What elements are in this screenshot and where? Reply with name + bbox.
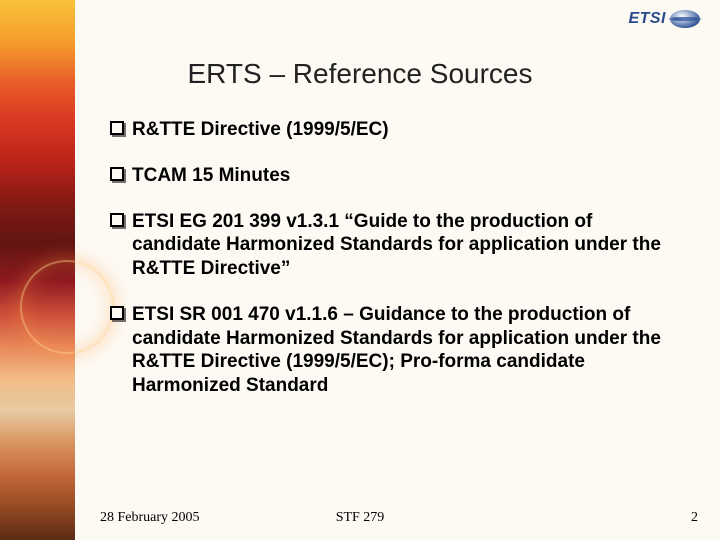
bullet-item: R&TTE Directive (1999/5/EC) — [110, 118, 680, 142]
bullet-item: TCAM 15 Minutes — [110, 164, 680, 188]
slide-footer: 28 February 2005 STF 279 2 — [0, 510, 720, 526]
footer-page-number: 2 — [691, 510, 698, 526]
bullet-text: ETSI EG 201 399 v1.3.1 “Guide to the pro… — [132, 210, 680, 281]
etsi-logo: ETSI — [628, 10, 700, 28]
bullet-item: ETSI SR 001 470 v1.1.6 – Guidance to the… — [110, 303, 680, 398]
logo-text: ETSI — [628, 10, 666, 28]
checkbox-bullet-icon — [110, 306, 124, 320]
bullet-text: R&TTE Directive (1999/5/EC) — [132, 118, 389, 142]
checkbox-bullet-icon — [110, 121, 124, 135]
footer-date: 28 February 2005 — [100, 510, 200, 526]
bullet-item: ETSI EG 201 399 v1.3.1 “Guide to the pro… — [110, 210, 680, 281]
slide-title: ERTS – Reference Sources — [0, 58, 720, 90]
bullet-text: ETSI SR 001 470 v1.1.6 – Guidance to the… — [132, 303, 680, 398]
checkbox-bullet-icon — [110, 213, 124, 227]
logo-orb-icon — [670, 10, 700, 28]
checkbox-bullet-icon — [110, 167, 124, 181]
bullet-text: TCAM 15 Minutes — [132, 164, 290, 188]
bullet-list: R&TTE Directive (1999/5/EC) TCAM 15 Minu… — [110, 118, 680, 420]
